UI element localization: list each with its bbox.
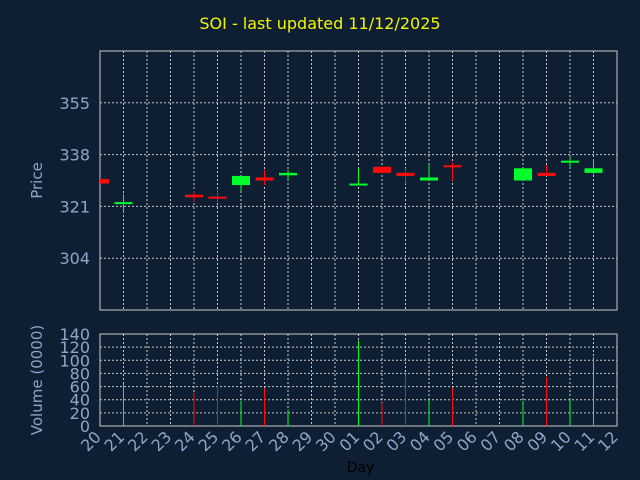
candle-body <box>584 168 603 173</box>
x-axis-label: Day <box>347 460 375 476</box>
candle-body <box>185 194 203 198</box>
price-tick-label: 321 <box>59 197 90 216</box>
chart-title: SOI - last updated 11/12/2025 <box>199 14 441 33</box>
candle-body <box>537 172 556 176</box>
candle-body <box>232 175 250 186</box>
candle-body <box>420 177 438 181</box>
candle-body <box>514 168 532 181</box>
volume-tick-label: 120 <box>59 338 90 357</box>
candle-body <box>114 202 133 205</box>
candle-body <box>349 183 368 186</box>
candle-body <box>279 172 297 176</box>
price-tick-label: 355 <box>59 94 90 113</box>
candle-body <box>208 196 227 199</box>
volume-tick-label: 60 <box>70 378 90 397</box>
volume-tick-label: 80 <box>70 364 90 383</box>
candle-body <box>396 172 415 176</box>
candle-body <box>443 165 462 168</box>
price-axis-label: Price <box>28 162 46 199</box>
candle-body <box>561 160 579 163</box>
price-tick-label: 338 <box>59 146 90 165</box>
volume-tick-label: 20 <box>70 404 90 423</box>
candle-body <box>255 177 274 181</box>
volume-tick-label: 0 <box>80 417 90 436</box>
price-tick-label: 304 <box>59 249 90 268</box>
candle-body <box>373 166 391 173</box>
volume-tick-label: 140 <box>59 325 90 344</box>
volume-axis-label: Volume (0000) <box>28 325 46 435</box>
volume-tick-label: 100 <box>59 351 90 370</box>
volume-tick-label: 40 <box>70 391 90 410</box>
x-tick-label: 12 <box>594 427 622 455</box>
candle-body <box>100 178 109 184</box>
